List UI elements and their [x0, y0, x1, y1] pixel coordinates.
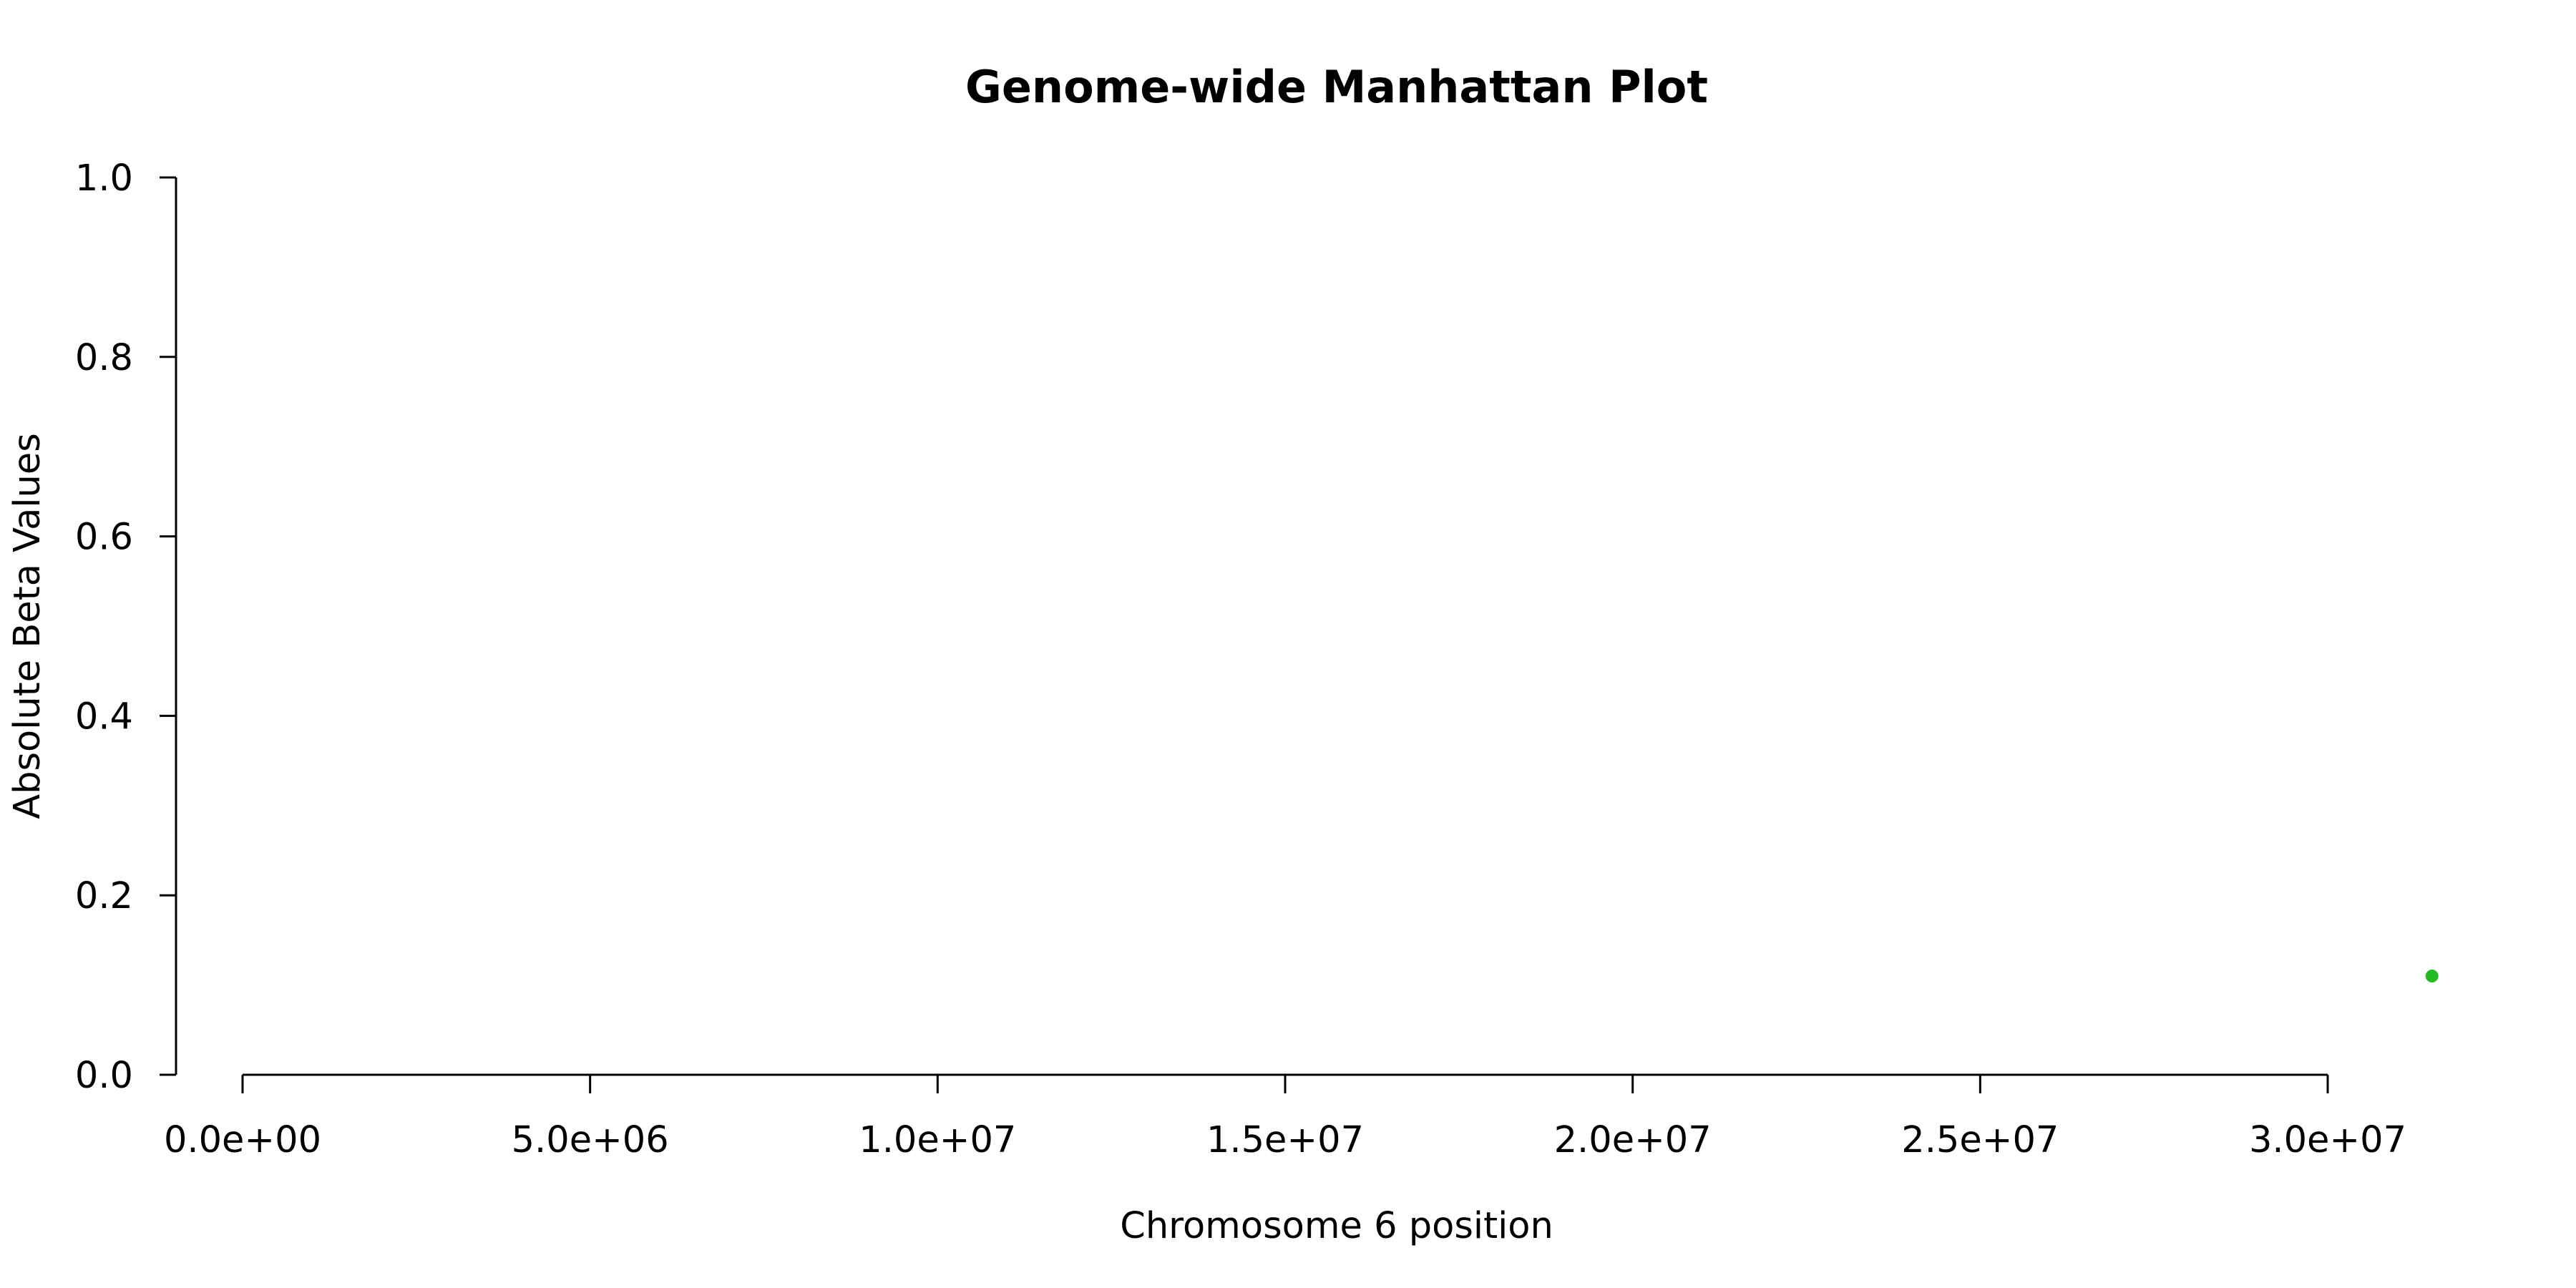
x-tick-label: 0.0e+00 [164, 1119, 321, 1161]
x-tick-label: 1.0e+07 [859, 1119, 1016, 1161]
y-tick-label: 0.4 [75, 696, 133, 738]
data-points [2425, 970, 2439, 983]
y-tick-label: 1.0 [75, 157, 133, 200]
x-tick-label: 2.5e+07 [1901, 1119, 2059, 1161]
y-tick-label: 0.6 [75, 517, 133, 559]
data-point [2425, 970, 2439, 983]
x-tick-label: 1.5e+07 [1206, 1119, 1364, 1161]
y-axis: 0.0 0.2 0.4 0.6 0.8 1.0 [75, 157, 177, 1097]
x-tick-label: 5.0e+06 [512, 1119, 669, 1161]
y-tick-label: 0.8 [75, 337, 133, 379]
x-tick-label: 3.0e+07 [2249, 1119, 2406, 1161]
x-axis-label: Chromosome 6 position [1120, 1205, 1553, 1247]
chart-title: Genome-wide Manhattan Plot [965, 61, 1708, 113]
y-tick-label: 0.0 [75, 1055, 133, 1097]
y-tick-label: 0.2 [75, 875, 133, 917]
x-tick-label: 2.0e+07 [1554, 1119, 1712, 1161]
x-axis: 0.0e+00 5.0e+06 1.0e+07 1.5e+07 2.0e+07 2.5e+… [164, 1073, 2406, 1161]
y-axis-label: Absolute Beta Values [6, 433, 49, 819]
